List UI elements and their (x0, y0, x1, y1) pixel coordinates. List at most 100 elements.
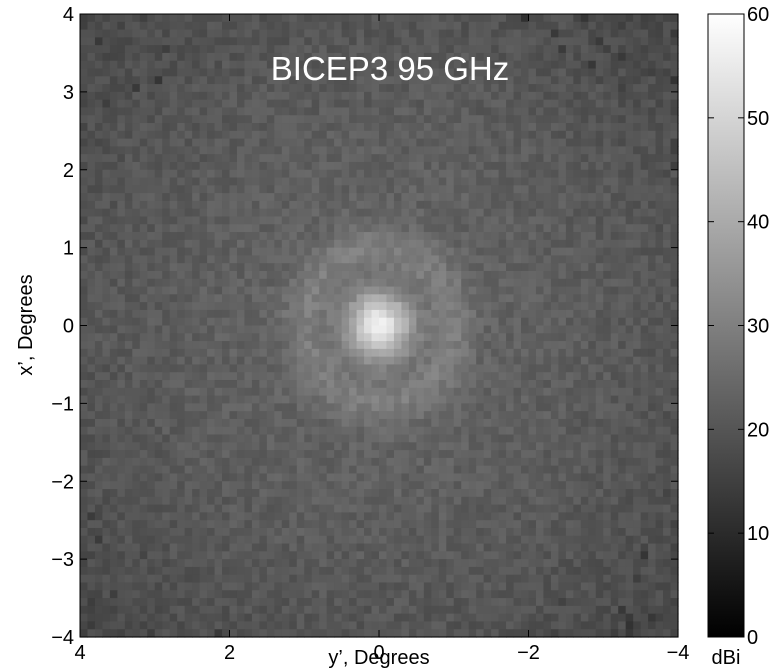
heatmap-cell (506, 84, 515, 93)
heatmap-cell (184, 154, 193, 163)
heatmap-cell (371, 489, 380, 498)
heatmap-cell (416, 411, 425, 420)
heatmap-cell (244, 60, 253, 70)
heatmap-cell (573, 193, 582, 202)
heatmap-cell (102, 185, 111, 194)
heatmap-cell (80, 146, 89, 155)
heatmap-cell (446, 333, 455, 342)
heatmap-cell (401, 216, 410, 225)
heatmap-cell (139, 247, 148, 257)
heatmap-cell (326, 294, 335, 303)
heatmap-cell (550, 169, 559, 179)
heatmap-cell (550, 107, 559, 116)
heatmap-cell (558, 309, 567, 319)
heatmap-cell (102, 356, 111, 366)
heatmap-cell (595, 84, 604, 93)
heatmap-cell (364, 333, 373, 342)
heatmap-cell (573, 76, 582, 85)
heatmap-cell (124, 411, 133, 420)
heatmap-cell (139, 138, 148, 147)
heatmap-cell (573, 91, 582, 101)
heatmap-cell (670, 224, 679, 233)
heatmap-cell (244, 270, 253, 280)
heatmap-cell (326, 418, 335, 428)
heatmap-cell (461, 356, 470, 366)
heatmap-cell (364, 364, 373, 373)
heatmap-cell (281, 411, 290, 420)
heatmap-cell (109, 224, 118, 233)
heatmap-cell (438, 60, 447, 70)
heatmap-cell (214, 418, 223, 428)
heatmap-cell (87, 60, 96, 70)
heatmap-cell (102, 115, 111, 124)
heatmap-cell (521, 14, 530, 23)
heatmap-cell (296, 348, 305, 358)
heatmap-cell (87, 161, 96, 171)
heatmap-cell (655, 278, 664, 288)
heatmap-cell (535, 348, 545, 358)
heatmap-cell (498, 450, 507, 459)
heatmap-cell (543, 29, 552, 38)
heatmap-cell (446, 302, 455, 311)
heatmap-cell (326, 60, 335, 70)
heatmap-cell (431, 84, 440, 93)
heatmap-cell (416, 255, 425, 264)
heatmap-cell (423, 68, 432, 77)
heatmap-cell (461, 294, 470, 303)
heatmap-cell (446, 247, 455, 257)
heatmap-cell (386, 317, 395, 327)
heatmap-cell (386, 239, 395, 249)
heatmap-cell (109, 52, 118, 62)
heatmap-cell (565, 84, 574, 93)
heatmap-cell (132, 45, 141, 54)
heatmap-cell (446, 380, 455, 389)
heatmap-cell (506, 380, 515, 389)
heatmap-cell (595, 356, 604, 366)
heatmap-cell (177, 302, 186, 311)
heatmap-cell (281, 45, 290, 54)
heatmap-cell (356, 255, 365, 264)
heatmap-cell (468, 200, 477, 210)
heatmap-cell (80, 255, 89, 264)
heatmap-cell (640, 309, 649, 319)
heatmap-cell (513, 333, 522, 342)
heatmap-cell (386, 403, 395, 412)
heatmap-cell (558, 325, 567, 334)
heatmap-cell (386, 489, 395, 498)
heatmap-cell (379, 68, 388, 77)
heatmap-cell (401, 395, 410, 404)
heatmap-cell (251, 84, 260, 93)
heatmap-cell (207, 278, 216, 288)
heatmap-cell (87, 247, 96, 257)
heatmap-cell (326, 239, 335, 249)
heatmap-cell (139, 372, 148, 381)
heatmap-cell (431, 348, 440, 358)
heatmap-cell (595, 317, 604, 327)
heatmap-cell (491, 161, 500, 171)
heatmap-cell (446, 185, 455, 194)
heatmap-cell (192, 286, 201, 295)
heatmap-cell (87, 294, 96, 303)
heatmap-cell (371, 247, 380, 257)
heatmap-cell (162, 68, 171, 77)
heatmap-cell (349, 37, 358, 46)
heatmap-cell (124, 60, 133, 70)
heatmap-cell (139, 395, 148, 404)
heatmap-cell (132, 84, 141, 93)
heatmap-cell (506, 177, 515, 186)
heatmap-cell (468, 418, 477, 428)
heatmap-cell (618, 286, 627, 295)
heatmap-cell (334, 185, 343, 194)
heatmap-cell (94, 270, 104, 280)
heatmap-cell (251, 14, 260, 23)
heatmap-cell (543, 123, 552, 132)
heatmap-cell (117, 333, 126, 342)
heatmap-cell (184, 161, 193, 171)
heatmap-cell (416, 200, 425, 210)
heatmap-cell (491, 123, 500, 132)
heatmap-cell (535, 473, 545, 482)
heatmap-cell (207, 247, 216, 257)
heatmap-cell (408, 489, 417, 498)
heatmap-cell (124, 154, 133, 163)
heatmap-cell (558, 29, 567, 38)
